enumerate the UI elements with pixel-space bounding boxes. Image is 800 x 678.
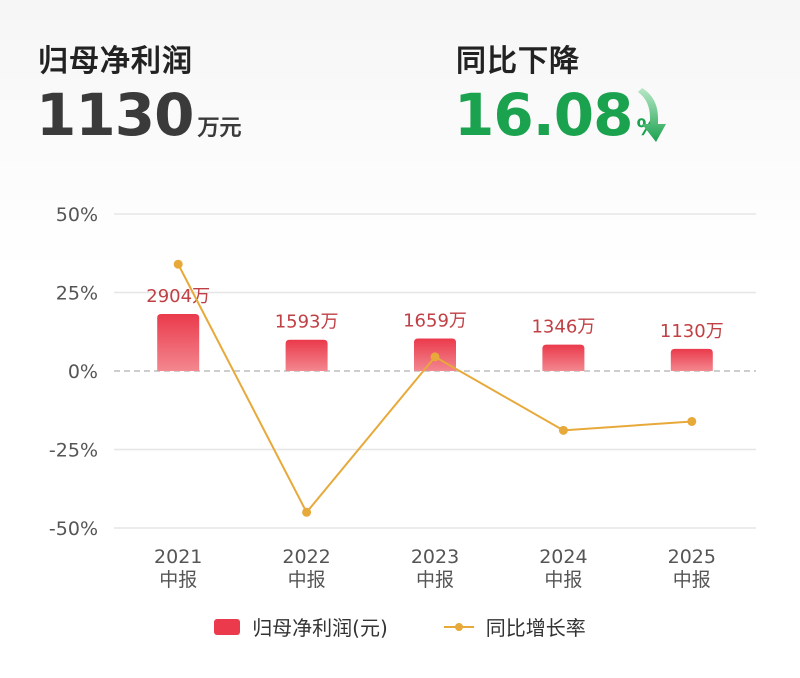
- yoy-change-number: 16.08: [454, 81, 633, 149]
- y-tick-label: -25%: [49, 440, 98, 462]
- x-tick-label: 中报: [673, 569, 711, 591]
- x-tick-label: 中报: [416, 569, 454, 591]
- x-tick-label: 2021: [154, 546, 202, 568]
- bar-data-label: 1593万: [275, 312, 339, 333]
- bar-data-label: 1130万: [660, 321, 724, 342]
- y-tick-label: 0%: [68, 361, 98, 383]
- net-profit-value: 1130 万元: [36, 86, 241, 144]
- x-tick-label: 中报: [544, 569, 582, 591]
- bar: [157, 314, 200, 371]
- net-profit-title: 归母净利润: [38, 44, 193, 79]
- y-tick-label: 25%: [56, 283, 98, 305]
- legend-bar-swatch: [214, 618, 241, 635]
- bar-data-label: 2904万: [146, 286, 210, 307]
- bar: [285, 339, 328, 371]
- growth-rate-point: [687, 416, 697, 426]
- legend-line-swatch: [443, 619, 474, 635]
- net-profit-unit: 万元: [197, 116, 242, 141]
- x-tick-label: 中报: [288, 569, 326, 591]
- growth-rate-point: [173, 259, 183, 269]
- growth-rate-point: [302, 507, 312, 517]
- bar: [670, 348, 713, 371]
- legend-item-yoy-growth[interactable]: 同比增长率: [443, 612, 586, 641]
- bar: [542, 344, 585, 371]
- arrow-down-icon: [638, 88, 666, 142]
- combo-chart: 50% 25% 0% -25% -50% 2904万 1593万 1659万 1346万 1130…: [49, 204, 756, 591]
- net-profit-number: 1130: [36, 81, 194, 149]
- legend-item-net-profit[interactable]: 归母净利润(元): [214, 612, 388, 641]
- x-tick-label: 2023: [411, 546, 459, 568]
- x-tick-label: 中报: [159, 569, 197, 591]
- bar-data-label: 1659万: [403, 310, 467, 331]
- growth-rate-point: [430, 352, 440, 362]
- x-tick-label: 2025: [668, 546, 716, 568]
- chart-legend: 归母净利润(元) 同比增长率: [0, 612, 800, 641]
- growth-rate-line: [177, 263, 692, 515]
- x-tick-label: 2022: [282, 546, 330, 568]
- x-tick-label: 2024: [539, 546, 587, 568]
- legend-label-net-profit: 归母净利润(元): [252, 616, 388, 640]
- legend-label-yoy-growth: 同比增长率: [485, 616, 586, 640]
- y-tick-label: 50%: [56, 204, 98, 226]
- yoy-change-title: 同比下降: [456, 44, 580, 79]
- growth-rate-point: [558, 425, 568, 435]
- y-tick-label: -50%: [49, 518, 98, 540]
- bar-data-label: 1346万: [531, 317, 595, 338]
